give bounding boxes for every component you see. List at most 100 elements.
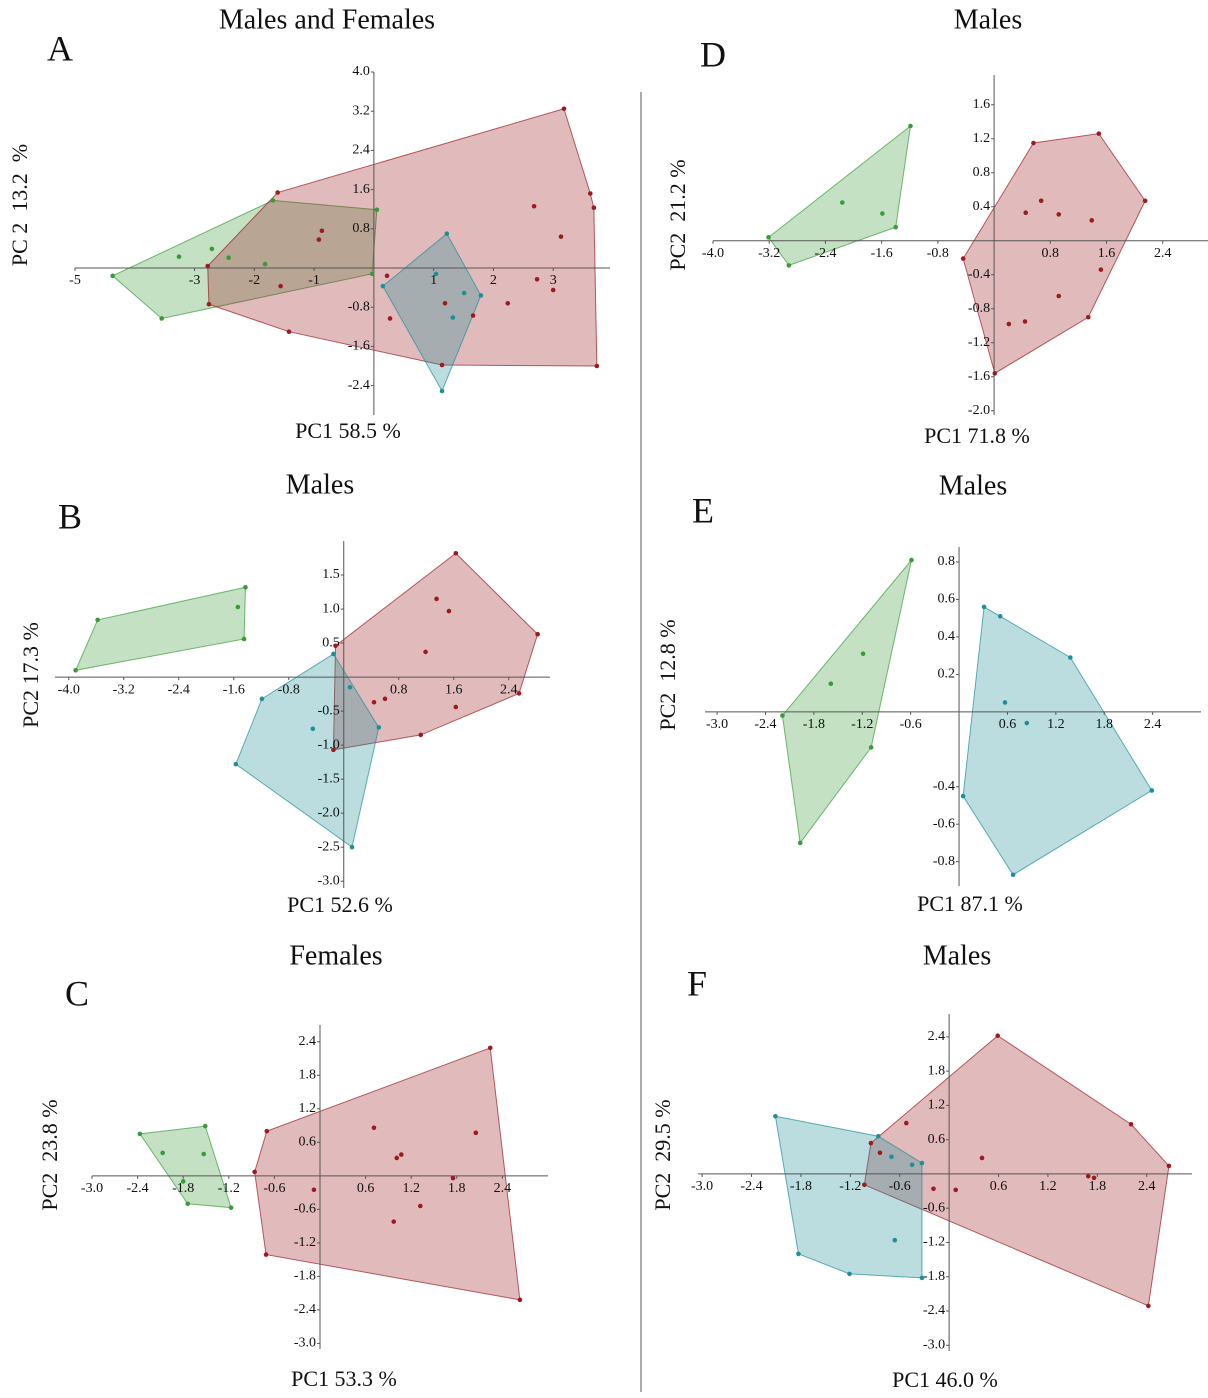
panel-title: Males xyxy=(954,4,1022,35)
point xyxy=(376,725,382,730)
y-tick-label: -1.5 xyxy=(318,771,340,786)
panel: Males B PC1 52.6 % PC2 17.3 % -4.0 -3.2 -2.4 -1… xyxy=(18,469,550,917)
x-tick-label: 1.2 xyxy=(1047,717,1065,732)
point xyxy=(205,263,211,269)
y-tick-label: -2.5 xyxy=(318,839,340,854)
x-tick-label: -2.4 xyxy=(168,682,190,697)
point xyxy=(561,106,567,112)
point xyxy=(202,1123,208,1129)
point xyxy=(185,1201,191,1207)
point xyxy=(877,1150,883,1156)
y-axis-label: PC 2 13.2 % xyxy=(7,144,32,266)
point xyxy=(450,315,456,320)
x-tick-label: 2.4 xyxy=(1144,717,1162,732)
point xyxy=(137,1131,143,1137)
point xyxy=(262,261,268,267)
x-tick-label: 1.6 xyxy=(1098,246,1116,261)
point xyxy=(505,300,511,306)
point xyxy=(450,1175,456,1181)
y-tick-label: 1.6 xyxy=(973,97,991,112)
point xyxy=(331,747,336,753)
point xyxy=(1006,321,1012,327)
x-tick-label: -1.8 xyxy=(803,717,825,732)
x-tick-label: -1.8 xyxy=(790,1179,812,1194)
y-tick-label: -2.4 xyxy=(294,1302,316,1317)
y-axis-label: PC2 23.8 % xyxy=(37,1099,62,1210)
point xyxy=(233,761,239,767)
point xyxy=(828,681,834,687)
point xyxy=(444,231,450,236)
point xyxy=(1166,1163,1172,1169)
point xyxy=(1096,131,1102,136)
point xyxy=(997,613,1003,619)
point xyxy=(931,1186,936,1192)
panel: Males E PC1 87.1 % PC2 12.8 % -3.0 -2.4 -1.8 -1… xyxy=(655,470,1201,916)
group-hull xyxy=(254,1047,521,1301)
y-tick-label: -0.6 xyxy=(294,1202,316,1217)
x-tick-label: 0.8 xyxy=(1042,246,1060,261)
x-tick-label: -1.6 xyxy=(871,246,893,261)
y-tick-label: 1.2 xyxy=(299,1101,317,1116)
x-tick-label: 1 xyxy=(430,273,437,288)
point xyxy=(909,557,914,563)
point xyxy=(868,745,874,750)
point xyxy=(1056,212,1062,217)
x-tick-label: 1.8 xyxy=(448,1181,466,1196)
point xyxy=(550,287,556,293)
y-tick-label: -0.8 xyxy=(968,301,990,316)
point xyxy=(979,1155,985,1161)
y-tick-label: 0.4 xyxy=(973,199,991,214)
y-tick-label: 0.8 xyxy=(973,165,991,180)
point xyxy=(1002,700,1008,705)
y-tick-label: -3.0 xyxy=(923,1338,945,1353)
point xyxy=(159,316,164,321)
point xyxy=(235,604,241,610)
point xyxy=(797,840,803,846)
point xyxy=(992,371,998,376)
point xyxy=(316,237,322,242)
group-hull xyxy=(767,124,912,266)
y-tick-label: -2.4 xyxy=(923,1303,945,1318)
point xyxy=(909,1162,915,1168)
y-tick-label: 0.8 xyxy=(352,221,370,236)
panel-letter: E xyxy=(692,490,714,530)
x-tick-label: -1.2 xyxy=(218,1181,240,1196)
y-tick-label: 2.4 xyxy=(299,1034,317,1049)
panel-title: Females xyxy=(289,940,382,971)
point xyxy=(1098,267,1104,272)
panel-letter: B xyxy=(58,496,82,536)
point xyxy=(780,713,785,718)
point xyxy=(893,224,899,230)
y-tick-label: -1.2 xyxy=(968,335,990,350)
x-tick-label: 1.6 xyxy=(445,682,463,697)
x-tick-label: -2 xyxy=(248,273,260,288)
point xyxy=(369,271,375,277)
x-tick-label: 2.4 xyxy=(500,682,518,697)
x-tick-label: 0.6 xyxy=(357,1181,375,1196)
point xyxy=(382,696,388,702)
x-tick-label: -5 xyxy=(69,273,81,288)
y-tick-label: 0.6 xyxy=(299,1135,317,1150)
point xyxy=(786,263,792,268)
point xyxy=(960,256,966,261)
panel-letter: C xyxy=(65,973,89,1013)
point xyxy=(453,704,459,710)
point xyxy=(1128,1121,1134,1127)
point xyxy=(310,726,316,732)
point xyxy=(473,1130,479,1136)
point xyxy=(880,211,885,216)
x-tick-label: 0.8 xyxy=(390,682,408,697)
x-tick-label: -1.2 xyxy=(839,1179,861,1194)
y-tick-label: 0.8 xyxy=(938,554,956,569)
point xyxy=(387,316,393,321)
point xyxy=(418,732,424,738)
point xyxy=(876,1133,881,1139)
point xyxy=(439,362,445,368)
x-tick-label: -4.0 xyxy=(58,682,80,697)
point xyxy=(796,1251,801,1257)
point xyxy=(270,198,276,203)
y-tick-label: 0.2 xyxy=(938,667,956,682)
point xyxy=(226,255,231,261)
point xyxy=(418,1203,423,1209)
x-tick-label: -3 xyxy=(189,273,201,288)
